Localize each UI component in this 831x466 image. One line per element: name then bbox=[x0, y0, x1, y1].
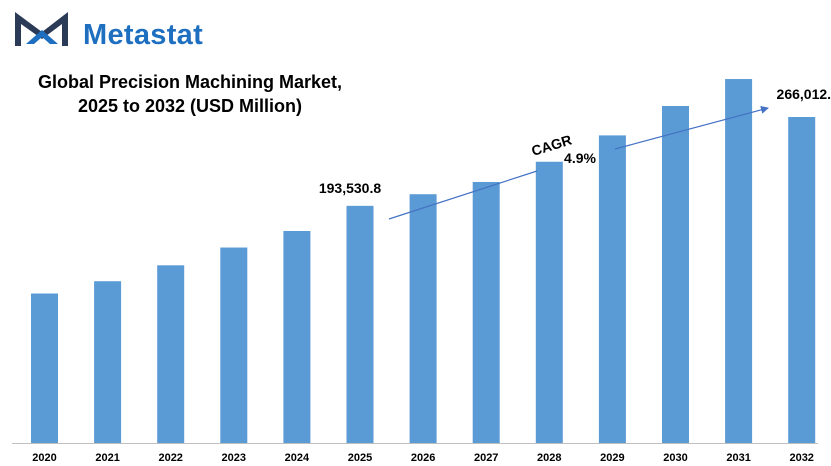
x-tick-label-2022: 2022 bbox=[158, 452, 182, 464]
bar-2022 bbox=[157, 265, 185, 443]
metastat-logo: Metastat bbox=[12, 8, 242, 51]
bar-2026 bbox=[409, 194, 437, 443]
chart-title: Global Precision Machining Market, 2025 … bbox=[0, 70, 380, 118]
x-tick-label-2029: 2029 bbox=[600, 452, 624, 464]
x-tick-label-2031: 2031 bbox=[726, 452, 750, 464]
bar-2021 bbox=[94, 281, 122, 443]
x-tick-label-2021: 2021 bbox=[95, 452, 119, 464]
bar-2024 bbox=[283, 230, 311, 443]
cagr-annotation: CAGR 4.9% bbox=[388, 105, 769, 220]
bar-2029 bbox=[598, 135, 626, 443]
bar-2020 bbox=[31, 293, 58, 443]
cagr-arrow bbox=[614, 105, 769, 150]
data-labels: 193,530.8 266,012.6 bbox=[319, 86, 831, 196]
cagr-arrow-tail bbox=[388, 170, 538, 220]
x-tick-label-2024: 2024 bbox=[285, 452, 310, 464]
bar-2030 bbox=[662, 105, 689, 444]
data-label-2025: 193,530.8 bbox=[319, 180, 381, 196]
x-tick-label-2030: 2030 bbox=[663, 452, 687, 464]
metastat-logo-icon bbox=[15, 12, 68, 46]
x-tick-label-2025: 2025 bbox=[348, 452, 372, 464]
data-label-2032: 266,012.6 bbox=[777, 86, 831, 102]
bar-2023 bbox=[220, 247, 248, 443]
brand-name: Metastat bbox=[83, 19, 204, 51]
x-tick-label-2027: 2027 bbox=[474, 452, 498, 464]
cagr-value: 4.9% bbox=[564, 150, 596, 166]
bar-2027 bbox=[472, 181, 500, 443]
bar-series bbox=[31, 79, 816, 444]
x-tick-label-2023: 2023 bbox=[222, 452, 246, 464]
bar-2032 bbox=[788, 117, 816, 443]
x-tick-label-2026: 2026 bbox=[411, 452, 435, 464]
x-tick-label-2032: 2032 bbox=[789, 452, 813, 464]
chart-title-line-1: Global Precision Machining Market, bbox=[37, 72, 343, 92]
x-tick-label-2020: 2020 bbox=[32, 452, 56, 464]
x-axis-tick-labels: 2020 2021 2022 2023 2024 2025 2026 2027 2028 2029… bbox=[32, 452, 814, 464]
chart-title-line-2: 2025 to 2032 (USD Million) bbox=[77, 96, 303, 116]
bar-2025 bbox=[346, 205, 374, 443]
x-tick-label-2028: 2028 bbox=[537, 452, 561, 464]
bar-2028 bbox=[535, 161, 563, 444]
bar-2031 bbox=[725, 79, 753, 444]
